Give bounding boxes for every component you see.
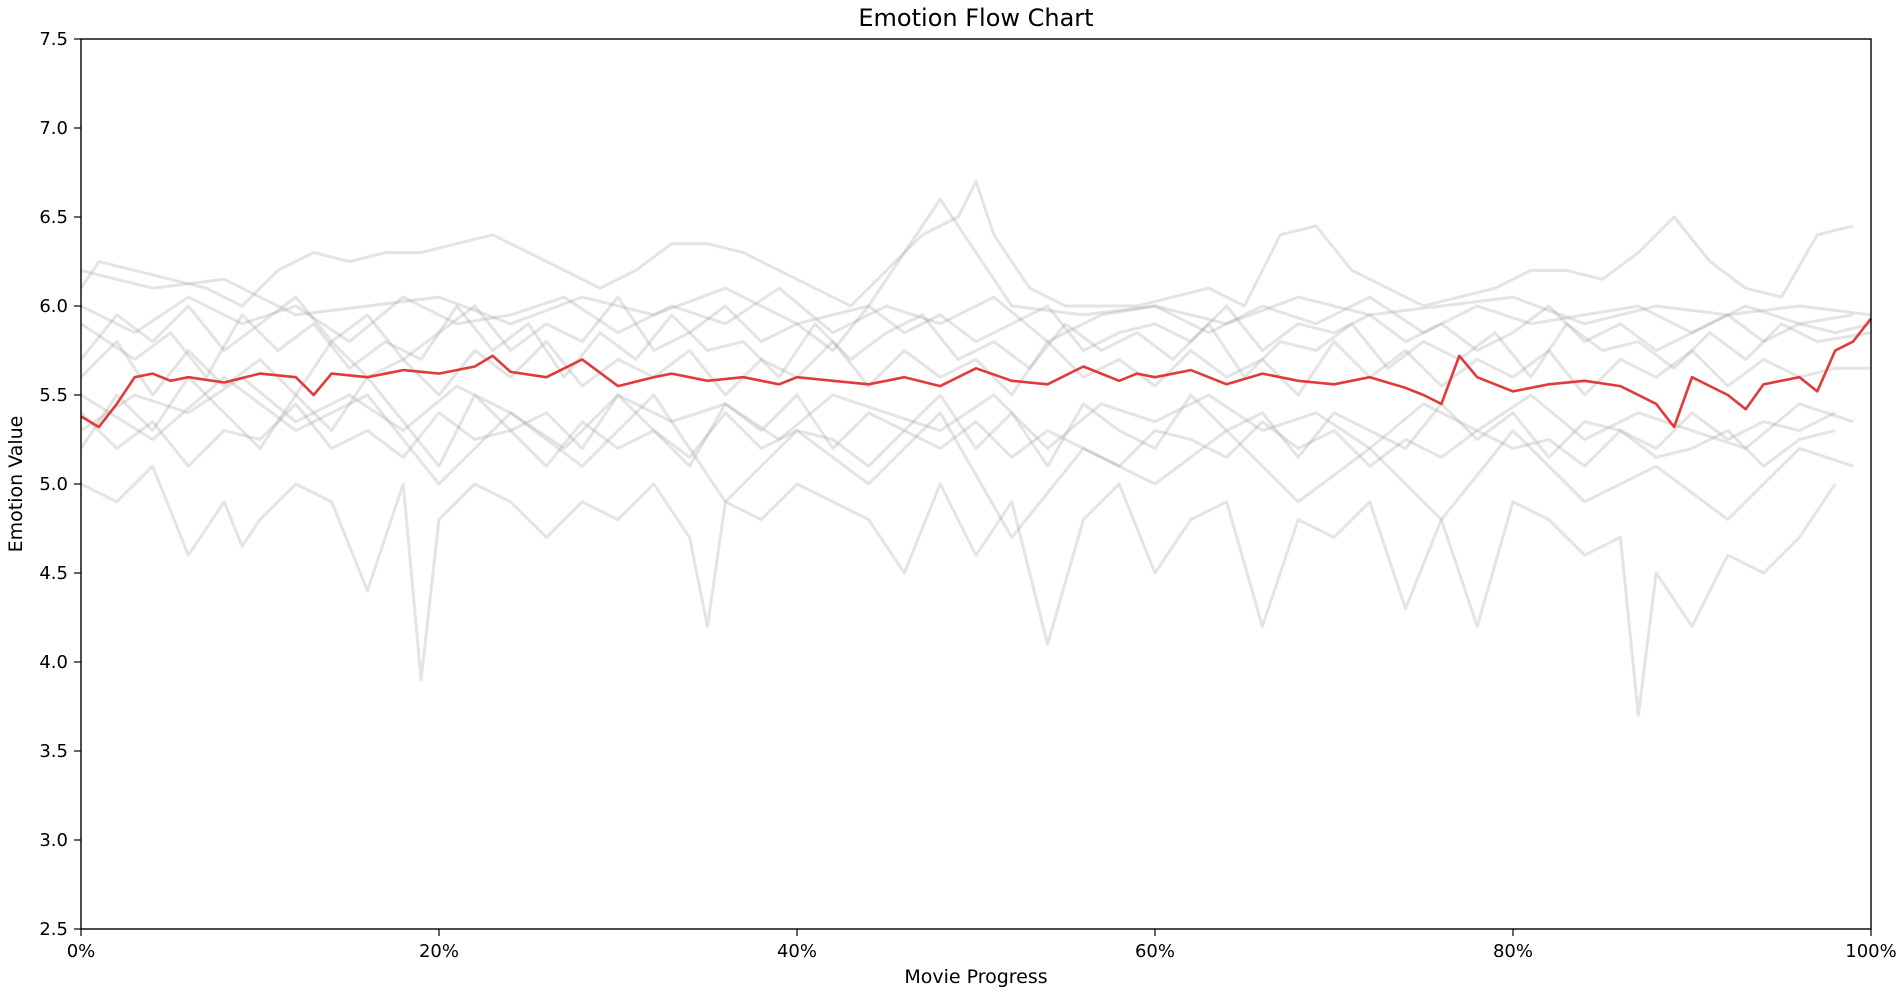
x-axis-ticks: 0% 20% 40% 60% 80% 100% [67,929,1897,962]
y-axis-ticks: 2.5 3.0 3.5 4.0 4.5 5.0 5.5 6.0 6.5 7.0 7.5 [39,29,81,940]
x-tick-label: 60% [1135,941,1175,962]
plot-area-frame [80,38,1872,930]
y-tick-label: 4.0 [39,652,68,673]
chart-title: Emotion Flow Chart [858,4,1093,32]
y-tick-label: 6.0 [39,296,68,317]
background-series-line-8 [79,375,1836,468]
y-tick-label: 6.5 [39,207,68,228]
background-series-line-7 [80,286,1854,344]
y-tick-label: 5.5 [39,385,68,406]
background-series-line-3 [79,179,1854,308]
x-tick-label: 0% [67,941,96,962]
x-tick-label: 40% [777,941,817,962]
y-tick-label: 5.0 [39,474,68,495]
background-series-line-2 [79,402,1836,468]
mean-series-line [80,317,1873,429]
background-series-line-6 [80,375,1854,450]
y-tick-label: 4.5 [39,563,68,584]
background-series-line-11 [80,197,1872,326]
background-series-line-5 [79,340,1871,397]
y-tick-label: 7.5 [39,29,68,50]
x-tick-label: 80% [1493,941,1533,962]
x-axis-label: Movie Progress [904,966,1047,988]
y-tick-label: 7.0 [39,118,68,139]
x-tick-label: 100% [1845,941,1896,962]
background-series-line-1 [80,304,1872,379]
background-series-line-9 [79,295,1872,361]
series-layer [79,179,1873,717]
background-series-line-4 [80,464,1837,717]
y-tick-label: 3.0 [39,830,68,851]
y-axis-label: Emotion Value [5,416,27,553]
y-tick-label: 3.5 [39,741,68,762]
background-series-line-10 [80,375,1854,539]
x-tick-label: 20% [419,941,459,962]
y-tick-label: 2.5 [39,919,68,940]
